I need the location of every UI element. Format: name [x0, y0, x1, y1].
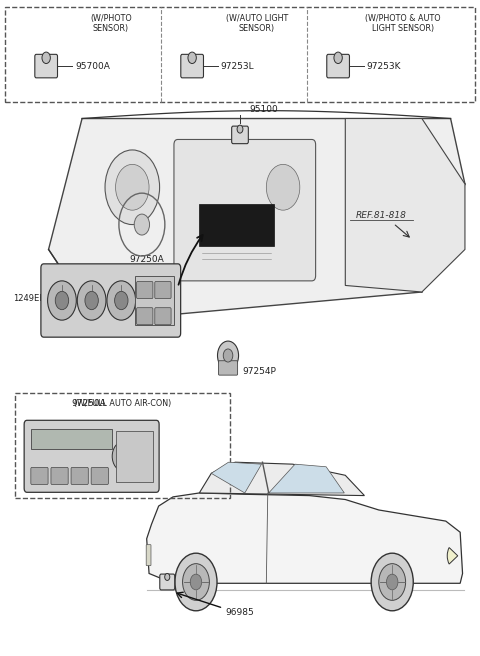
Text: 1249EB: 1249EB [13, 294, 46, 303]
Circle shape [223, 349, 233, 362]
FancyBboxPatch shape [71, 468, 88, 484]
FancyBboxPatch shape [181, 54, 204, 78]
Circle shape [48, 281, 76, 320]
Circle shape [165, 573, 170, 581]
FancyBboxPatch shape [232, 126, 248, 144]
Circle shape [371, 553, 413, 611]
Circle shape [132, 442, 153, 471]
Polygon shape [48, 119, 465, 321]
Text: (W/PHOTO
SENSOR): (W/PHOTO SENSOR) [90, 14, 132, 33]
Circle shape [266, 165, 300, 210]
FancyBboxPatch shape [31, 430, 112, 449]
FancyBboxPatch shape [91, 468, 108, 484]
FancyBboxPatch shape [31, 468, 48, 484]
Circle shape [188, 52, 196, 64]
Circle shape [134, 214, 150, 235]
FancyBboxPatch shape [327, 54, 349, 78]
Circle shape [85, 291, 98, 310]
Text: (W/AUTO LIGHT
SENSOR): (W/AUTO LIGHT SENSOR) [226, 14, 288, 33]
Polygon shape [211, 462, 262, 493]
Circle shape [77, 281, 106, 320]
Circle shape [112, 442, 133, 471]
Circle shape [190, 574, 202, 590]
FancyBboxPatch shape [50, 293, 57, 304]
FancyBboxPatch shape [199, 203, 274, 246]
FancyBboxPatch shape [155, 281, 171, 298]
Circle shape [237, 125, 243, 133]
FancyBboxPatch shape [35, 54, 58, 78]
FancyBboxPatch shape [41, 264, 180, 337]
FancyBboxPatch shape [24, 420, 159, 492]
Circle shape [379, 564, 406, 600]
Circle shape [55, 291, 69, 310]
Circle shape [256, 150, 311, 224]
Circle shape [217, 341, 239, 370]
Text: 95700A: 95700A [75, 62, 110, 71]
Polygon shape [147, 493, 463, 583]
Text: REF.81-818: REF.81-818 [356, 211, 407, 220]
Text: 97253L: 97253L [221, 62, 254, 71]
Text: 97253K: 97253K [367, 62, 401, 71]
Circle shape [107, 281, 136, 320]
Text: 96985: 96985 [226, 608, 254, 617]
Polygon shape [345, 119, 465, 292]
Circle shape [116, 165, 149, 210]
Circle shape [115, 291, 128, 310]
FancyBboxPatch shape [218, 361, 238, 375]
Text: 97250A: 97250A [72, 399, 107, 407]
Circle shape [175, 553, 217, 611]
FancyBboxPatch shape [116, 431, 153, 482]
FancyBboxPatch shape [160, 574, 175, 590]
FancyBboxPatch shape [146, 544, 151, 565]
Text: 97254P: 97254P [242, 367, 276, 377]
Circle shape [334, 52, 342, 64]
Polygon shape [269, 464, 344, 493]
FancyBboxPatch shape [174, 140, 316, 281]
Circle shape [105, 150, 159, 224]
Circle shape [182, 564, 209, 600]
Wedge shape [447, 548, 458, 564]
FancyBboxPatch shape [155, 308, 171, 325]
Text: (W/FULL AUTO AIR-CON): (W/FULL AUTO AIR-CON) [74, 399, 171, 407]
FancyBboxPatch shape [137, 308, 153, 325]
Text: 95100: 95100 [250, 105, 278, 114]
Text: 97250A: 97250A [129, 255, 164, 264]
Circle shape [42, 52, 50, 64]
Circle shape [386, 574, 398, 590]
FancyBboxPatch shape [51, 468, 68, 484]
FancyBboxPatch shape [137, 281, 153, 298]
Polygon shape [199, 462, 364, 495]
Text: (W/PHOTO & AUTO
LIGHT SENSOR): (W/PHOTO & AUTO LIGHT SENSOR) [365, 14, 441, 33]
FancyBboxPatch shape [135, 276, 174, 325]
